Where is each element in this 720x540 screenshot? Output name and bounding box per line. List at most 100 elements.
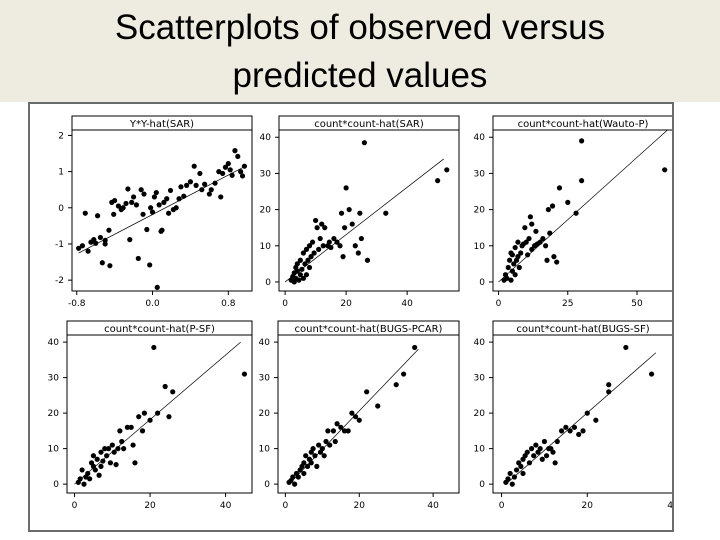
data-point	[306, 243, 313, 249]
data-point	[107, 460, 114, 466]
data-point	[364, 257, 371, 263]
data-point	[77, 476, 83, 482]
panel-title: count*count-hat(P-SF)	[104, 324, 215, 335]
data-point	[166, 414, 172, 420]
data-point	[340, 254, 346, 260]
data-point	[181, 193, 187, 199]
data-point	[584, 410, 590, 416]
data-point	[149, 209, 156, 215]
panel-title: count*count-hat(BUGS-PCAR)	[295, 324, 443, 335]
x-tick-label: 0	[282, 299, 288, 309]
data-point	[606, 382, 612, 388]
y-tick-label: 0	[479, 278, 485, 288]
data-point	[518, 463, 524, 469]
data-point	[326, 239, 332, 245]
data-point	[90, 453, 97, 459]
data-point	[322, 225, 328, 231]
data-point	[567, 428, 573, 434]
slide-title: Scatterplots of observed versus predicte…	[0, 4, 720, 100]
y-tick-label: 40	[474, 338, 486, 348]
data-point	[321, 453, 327, 459]
data-point	[178, 184, 184, 190]
data-point	[352, 243, 358, 249]
data-point	[357, 210, 363, 216]
data-point	[356, 417, 362, 423]
data-point	[361, 140, 368, 146]
data-point	[554, 259, 560, 265]
data-point	[92, 467, 98, 473]
scatterplot-panel-1: Y*Y-hat(SAR) -2 -1 0 1 2 -0.8 0.0 0.8	[55, 115, 253, 309]
x-tick-label: 40	[220, 501, 232, 511]
data-point	[124, 424, 131, 430]
y-tick-label: 20	[48, 409, 60, 419]
data-point	[358, 235, 364, 242]
data-point	[130, 442, 136, 448]
data-point	[162, 383, 168, 390]
data-point	[323, 438, 329, 445]
data-point	[515, 254, 521, 260]
y-tick-label: 40	[259, 338, 271, 348]
x-tick-label: 0	[496, 299, 502, 309]
data-point	[133, 202, 140, 208]
data-point	[529, 221, 535, 227]
scatterplot-panel-6: count*count-hat(BUGS-SF) 0 10 20 30 40 0 20 40	[474, 320, 672, 511]
data-point	[518, 250, 524, 256]
data-point	[316, 442, 322, 448]
y-tick-label: 40	[260, 133, 272, 143]
x-tick-label: 0.0	[145, 299, 160, 309]
data-point	[511, 474, 518, 480]
data-point	[338, 424, 344, 430]
data-point	[191, 163, 197, 169]
data-point	[543, 243, 549, 249]
data-point	[526, 460, 533, 466]
data-point	[87, 476, 93, 482]
data-point	[238, 169, 244, 175]
data-point	[522, 225, 528, 231]
data-point	[435, 178, 441, 184]
y-tick-label: 0	[58, 204, 64, 214]
data-point	[139, 428, 146, 434]
data-point	[98, 449, 104, 455]
data-point	[327, 442, 333, 448]
data-point	[580, 428, 586, 434]
data-point	[528, 446, 535, 452]
data-point	[550, 449, 556, 455]
data-point	[303, 453, 309, 459]
data-point	[346, 206, 352, 213]
data-point	[79, 243, 86, 249]
data-point	[138, 187, 144, 193]
data-point	[295, 474, 301, 480]
x-tick-label: 0	[499, 501, 505, 511]
data-point	[97, 234, 104, 241]
data-point	[197, 170, 203, 177]
y-tick-label: 10	[474, 242, 486, 252]
y-tick-label: 30	[474, 169, 486, 179]
data-point	[147, 417, 153, 423]
data-point	[509, 252, 515, 258]
data-point	[330, 428, 337, 434]
y-tick-label: 10	[260, 242, 272, 252]
y-tick-label: 0	[479, 480, 485, 490]
data-point	[545, 206, 551, 213]
data-point	[531, 453, 537, 459]
data-point	[135, 255, 141, 262]
data-point	[507, 257, 513, 263]
data-point	[187, 179, 194, 185]
data-point	[300, 275, 307, 281]
x-tick-label: 40	[667, 501, 672, 511]
data-point	[299, 266, 305, 272]
y-tick-label: 20	[259, 409, 271, 419]
data-point	[352, 414, 359, 420]
slide-title-line-1: Scatterplots of observed versus	[114, 8, 606, 47]
data-point	[301, 460, 307, 466]
y-tick-label: -2	[55, 276, 64, 286]
data-point	[166, 210, 172, 216]
x-tick-label: 0	[72, 501, 78, 511]
slide-title-line-2: predicted values	[232, 56, 488, 95]
scatterplot-panel-5: count*count-hat(BUGS-PCAR) 0 10 20 30 40 0 20 40	[259, 320, 460, 511]
data-point	[297, 272, 303, 278]
panel-title: Y*Y-hat(SAR)	[129, 119, 194, 130]
data-point	[302, 261, 308, 267]
data-point	[184, 182, 190, 188]
data-point	[444, 167, 450, 173]
